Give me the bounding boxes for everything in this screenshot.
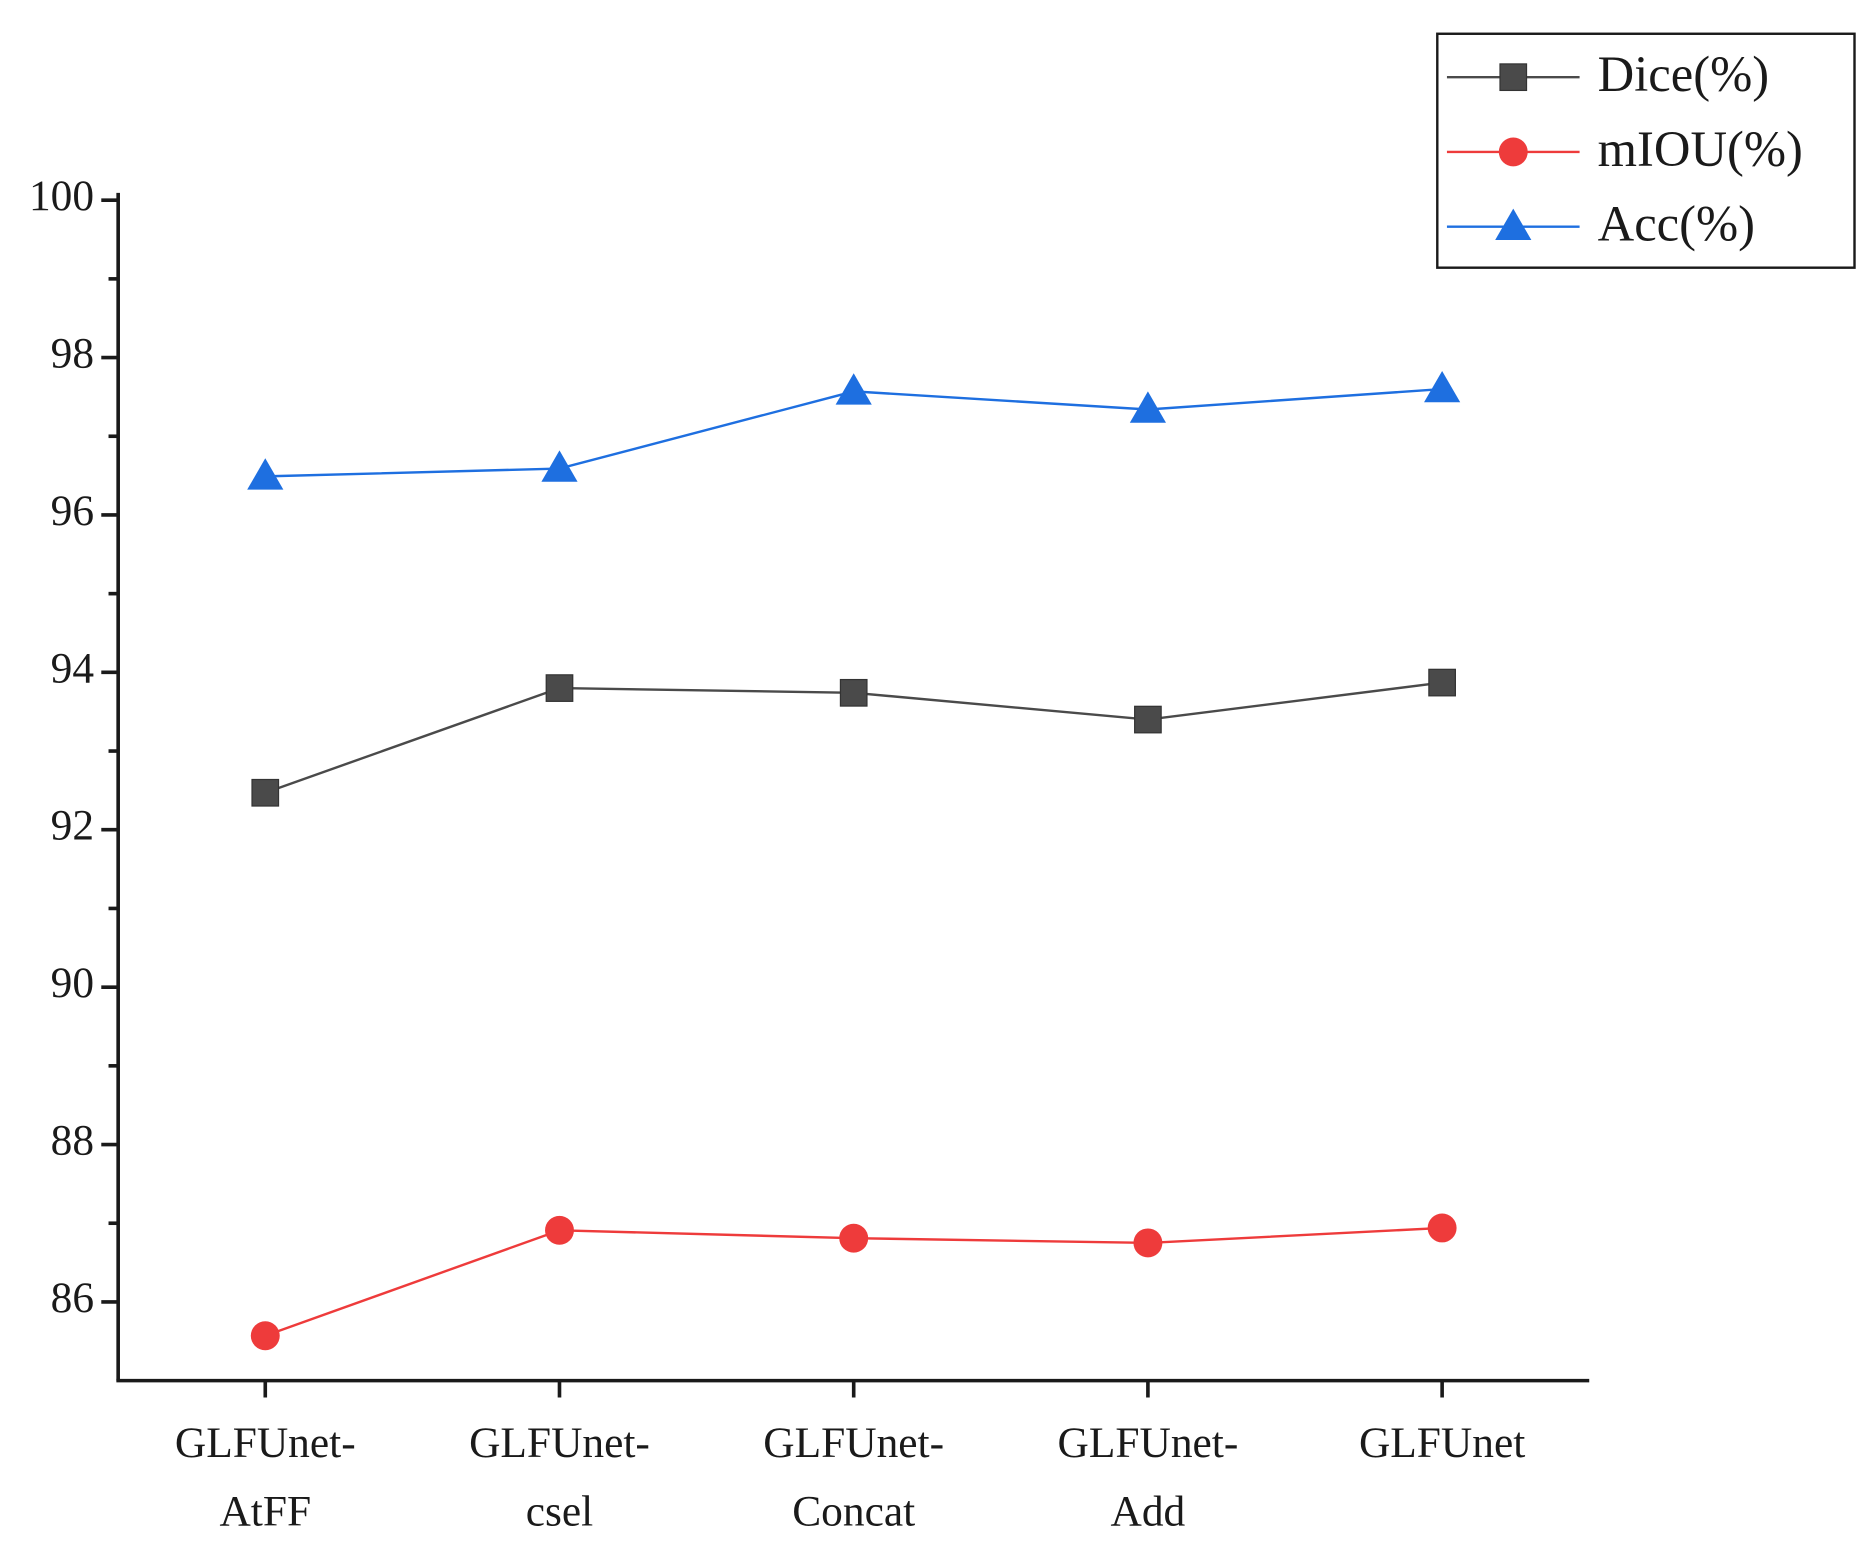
y-tick-label: 90 <box>51 959 94 1007</box>
data-point <box>545 1215 574 1245</box>
legend-label: mIOU(%) <box>1598 121 1803 177</box>
data-point <box>250 1321 280 1351</box>
y-tick-label: 98 <box>51 330 94 378</box>
x-tick-label: GLFUnet-csel <box>469 1419 650 1536</box>
y-tick-label: 96 <box>51 487 94 535</box>
data-point <box>247 458 284 490</box>
data-point <box>1427 1213 1457 1243</box>
x-tick-label: GLFUnet-Add <box>1058 1419 1239 1536</box>
data-point <box>545 674 574 702</box>
data-point <box>835 373 872 405</box>
data-point <box>541 450 578 482</box>
data-point <box>1134 705 1162 734</box>
data-point <box>1424 370 1461 403</box>
y-tick-label: 94 <box>51 644 95 692</box>
data-point <box>1129 391 1166 423</box>
x-tick-label: GLFUnet-Concat <box>763 1419 944 1536</box>
legend-marker <box>1498 137 1528 167</box>
data-point <box>1133 1228 1163 1258</box>
legend-label: Acc(%) <box>1598 196 1755 252</box>
legend-label: Dice(%) <box>1598 46 1769 102</box>
data-point <box>251 778 280 807</box>
data-point <box>1428 668 1456 697</box>
y-tick-label: 86 <box>51 1274 94 1322</box>
data-point <box>839 678 868 707</box>
legend-marker <box>1495 208 1532 240</box>
x-tick-label: GLFUnet <box>1359 1419 1525 1467</box>
y-tick-label: 88 <box>51 1116 94 1164</box>
x-tick-label: GLFUnet-AtFF <box>175 1419 356 1536</box>
data-point <box>839 1223 869 1253</box>
y-tick-label: 92 <box>51 802 94 850</box>
legend-marker <box>1499 63 1528 92</box>
y-tick-label: 100 <box>29 172 94 220</box>
